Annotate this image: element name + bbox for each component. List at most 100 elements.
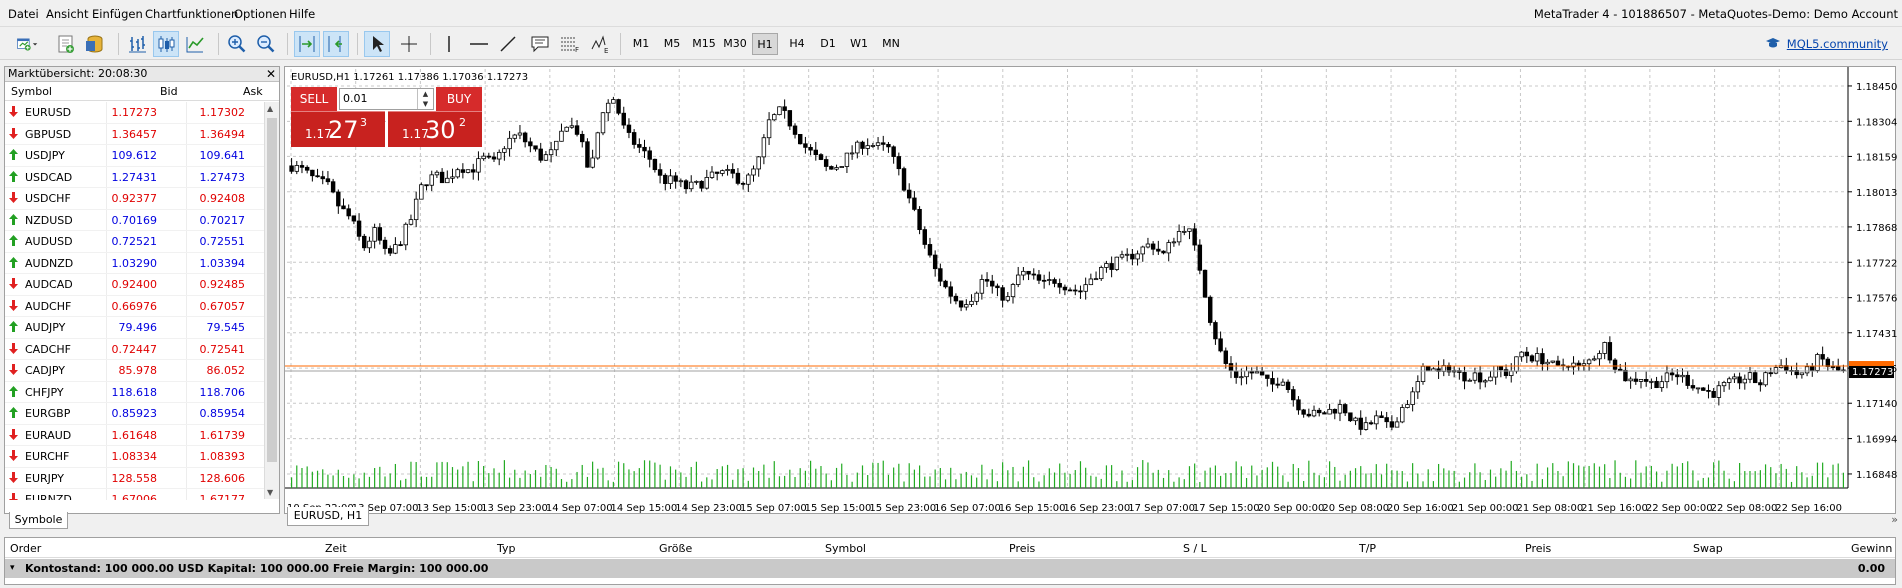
timeframe-mn[interactable]: MN [882, 37, 900, 50]
list-item[interactable]: EURGBP 0.85923 0.85954 [5, 403, 267, 425]
list-item[interactable]: USDCHF 0.92377 0.92408 [5, 188, 267, 210]
menu-datei[interactable]: Datei [8, 7, 39, 21]
list-item[interactable]: EURJPY 128.558 128.606 [5, 467, 267, 489]
col-bid-header[interactable]: Bid [160, 85, 178, 98]
col-sl[interactable]: S / L [1183, 542, 1207, 555]
zoom-in-icon[interactable] [224, 31, 250, 57]
timeframe-w1[interactable]: W1 [850, 37, 868, 50]
col-zeit[interactable]: Zeit [325, 542, 347, 555]
buy-quote[interactable]: 1.17 30 2 [388, 111, 482, 147]
list-item[interactable]: GBPUSD 1.36457 1.36494 [5, 123, 267, 145]
close-icon[interactable]: ✕ [265, 67, 276, 81]
list-item[interactable]: AUDUSD 0.72521 0.72551 [5, 231, 267, 253]
lot-stepper[interactable]: ▲ ▼ [417, 89, 433, 109]
mql5-community-link[interactable]: MQL5.community [1765, 37, 1888, 51]
elliott-icon[interactable]: E [587, 31, 613, 57]
timeframe-d1[interactable]: D1 [820, 37, 836, 50]
chevron-up-icon[interactable]: ▲ [422, 90, 429, 98]
list-item[interactable]: EURUSD 1.17273 1.17302 [5, 102, 267, 124]
col-symbol-header[interactable]: Symbol [11, 85, 52, 98]
list-item[interactable]: AUDCAD 0.92400 0.92485 [5, 274, 267, 296]
lot-size-input[interactable]: 0.01 ▲ ▼ [339, 88, 434, 110]
menu-einfuegen[interactable]: Einfügen [92, 7, 143, 21]
list-item[interactable]: CADJPY 85.978 86.052 [5, 360, 267, 382]
database-icon[interactable] [82, 31, 108, 57]
candle-body [367, 240, 372, 249]
col-order[interactable]: Order [10, 542, 42, 555]
candle-body [465, 169, 471, 173]
candle-body [1130, 253, 1135, 260]
col-gewinn[interactable]: Gewinn [1851, 542, 1893, 555]
balance-row[interactable]: ▾ Kontostand: 100 000.00 USD Kapital: 10… [5, 559, 1895, 578]
list-item[interactable]: AUDJPY 79.496 79.545 [5, 317, 267, 339]
list-item[interactable]: EURAUD 1.61648 1.61739 [5, 424, 267, 446]
vertical-line-icon[interactable] [436, 31, 462, 57]
scrollbar-thumb[interactable] [267, 118, 277, 462]
timeframe-m30[interactable]: M30 [723, 37, 747, 50]
tab-eurusd-h1[interactable]: EURUSD, H1 [287, 507, 369, 526]
buy-button[interactable]: BUY [436, 87, 482, 111]
col-symbol[interactable]: Symbol [825, 542, 866, 555]
menu-hilfe[interactable]: Hilfe [289, 7, 316, 21]
scroll-down-icon[interactable]: ▼ [267, 488, 274, 497]
candle-body [1135, 253, 1140, 260]
profiles-icon[interactable] [53, 31, 79, 57]
list-item[interactable]: EURNZD 1.67006 1.67177 [5, 489, 267, 500]
sell-button[interactable]: SELL [291, 87, 337, 111]
candle-body [320, 176, 325, 180]
fibonacci-icon[interactable]: F [557, 31, 583, 57]
col-typ[interactable]: Typ [497, 542, 516, 555]
collapse-icon[interactable]: ▾ [10, 563, 15, 573]
candlestick-icon[interactable] [153, 31, 179, 57]
col-groesse[interactable]: Größe [659, 542, 693, 555]
list-item[interactable]: CHFJPY 118.618 118.706 [5, 381, 267, 403]
menu-ansicht[interactable]: Ansicht [46, 7, 89, 21]
list-item[interactable]: NZDUSD 0.70169 0.70217 [5, 209, 267, 231]
candle-body [346, 208, 351, 217]
candle-body [1291, 389, 1296, 401]
candle-body [1316, 409, 1322, 414]
timeframe-m5[interactable]: M5 [663, 37, 681, 50]
col-tp[interactable]: T/P [1359, 542, 1377, 555]
market-watch-scrollbar[interactable]: ▲ ▼ [264, 102, 279, 499]
col-swap[interactable]: Swap [1693, 542, 1723, 555]
list-item[interactable]: AUDNZD 1.03290 1.03394 [5, 252, 267, 274]
line-chart-icon[interactable] [182, 31, 208, 57]
auto-scroll-icon[interactable] [294, 31, 320, 57]
timeframe-h4[interactable]: H4 [789, 37, 805, 50]
col-preis-2[interactable]: Preis [1525, 542, 1552, 555]
timeframe-m1[interactable]: M1 [632, 37, 650, 50]
text-label-icon[interactable] [527, 31, 553, 57]
cursor-icon[interactable] [364, 31, 390, 57]
crosshair-icon[interactable] [396, 31, 422, 57]
horizontal-line-icon[interactable] [466, 31, 492, 57]
menu-chartfunktionen[interactable]: Chartfunktionen [145, 7, 239, 21]
double-chevron-icon[interactable]: » [1891, 513, 1898, 526]
sell-quote[interactable]: 1.17 27 3 [291, 111, 385, 147]
col-preis[interactable]: Preis [1009, 542, 1036, 555]
candle-body [554, 140, 559, 151]
timeframe-m15[interactable]: M15 [692, 37, 716, 50]
candle-body [886, 143, 891, 148]
list-item[interactable]: EURCHF 1.08334 1.08393 [5, 446, 267, 468]
list-item[interactable]: CADCHF 0.72447 0.72541 [5, 338, 267, 360]
trendline-icon[interactable] [495, 31, 521, 57]
zoom-out-icon[interactable] [253, 31, 279, 57]
list-item[interactable]: AUDCHF 0.66976 0.67057 [5, 295, 267, 317]
tab-symbole[interactable]: Symbole [9, 512, 68, 529]
candle-body [439, 171, 445, 184]
chart-shift-icon[interactable] [323, 31, 349, 57]
col-ask-header[interactable]: Ask [243, 85, 263, 98]
list-item[interactable]: USDCAD 1.27431 1.27473 [5, 166, 267, 188]
menu-optionen[interactable]: Optionen [234, 7, 287, 21]
chevron-down-icon[interactable]: ▼ [422, 100, 429, 108]
new-chart-icon[interactable] [9, 31, 45, 57]
bar-chart-icon[interactable] [124, 31, 150, 57]
candle-body [471, 169, 476, 173]
timeframe-h1[interactable]: H1 [752, 33, 778, 55]
list-item[interactable]: USDJPY 109.612 109.641 [5, 145, 267, 167]
buy-quote-pips: 30 [425, 116, 456, 144]
scroll-up-icon[interactable]: ▲ [267, 104, 274, 113]
